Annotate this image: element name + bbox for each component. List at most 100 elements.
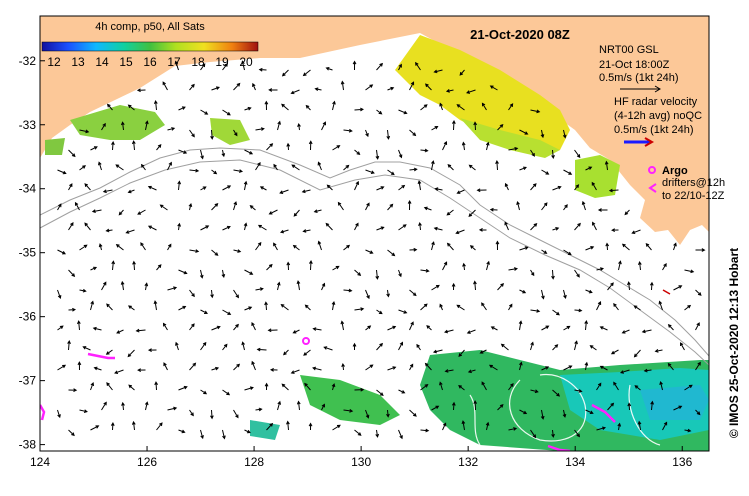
current-arrow [200, 149, 204, 160]
current-arrow [340, 320, 345, 331]
current-arrow [135, 328, 146, 333]
current-arrow [645, 243, 652, 251]
current-arrow [458, 349, 465, 357]
radar-scale: 0.5m/s (1kt 24h) [614, 124, 693, 136]
current-arrow [581, 200, 586, 211]
current-arrow [500, 343, 509, 351]
current-arrow [343, 164, 350, 171]
current-arrow [398, 389, 406, 394]
colorbar-tick-label: 12 [47, 55, 61, 69]
current-arrow [332, 424, 341, 431]
colorbar-tick-label: 16 [143, 55, 157, 69]
current-arrow [418, 221, 422, 231]
current-arrow [273, 242, 278, 251]
current-arrow [167, 127, 176, 131]
current-arrow [508, 303, 513, 311]
australia-land [40, 16, 709, 245]
current-arrow [659, 380, 663, 391]
current-arrow [90, 382, 95, 391]
current-arrow [445, 89, 454, 93]
current-arrow [540, 409, 545, 420]
current-arrow [398, 224, 407, 231]
x-tick-label: 128 [244, 455, 264, 469]
current-arrow [420, 428, 430, 433]
current-arrow [409, 409, 417, 417]
current-arrow [584, 320, 589, 331]
current-arrow [211, 202, 219, 211]
current-arrow [489, 207, 498, 212]
current-arrow [286, 142, 291, 151]
current-arrow [296, 400, 301, 411]
current-arrow [444, 329, 454, 334]
current-arrow [167, 406, 178, 411]
current-arrow [354, 107, 364, 112]
current-arrow [256, 347, 267, 352]
current-arrow [354, 307, 365, 311]
current-arrow [439, 381, 443, 391]
current-arrow [354, 149, 361, 156]
current-arrow [376, 342, 383, 351]
current-arrow [292, 244, 300, 251]
current-arrow [365, 364, 374, 371]
current-arrow [376, 109, 383, 115]
current-arrow [77, 320, 81, 331]
current-arrow [309, 259, 313, 271]
current-arrow [552, 389, 561, 397]
current-arrow [617, 422, 622, 431]
hf-radar-arrow [662, 289, 671, 295]
current-arrow [114, 369, 124, 375]
current-arrow [563, 365, 573, 371]
current-arrow [398, 184, 406, 191]
current-arrow [365, 325, 372, 331]
current-arrow [365, 84, 374, 91]
current-arrow [244, 149, 254, 155]
current-arrow [211, 325, 221, 331]
plot-frame [39, 15, 710, 452]
current-arrow [302, 69, 311, 77]
current-arrow [332, 100, 336, 111]
current-arrow [286, 420, 290, 431]
current-arrow [57, 169, 67, 175]
current-arrow [420, 104, 428, 111]
current-arrow [479, 349, 487, 354]
current-arrow [57, 325, 64, 331]
current-arrow [222, 309, 232, 315]
current-arrow [68, 307, 77, 312]
current-arrow [540, 129, 545, 139]
current-arrow [343, 288, 353, 293]
current-arrow [592, 221, 597, 231]
current-arrow [365, 129, 369, 138]
current-arrow [162, 322, 168, 331]
current-arrow [376, 62, 383, 71]
current-arrow [596, 382, 602, 391]
current-arrow [264, 301, 268, 311]
current-arrow [79, 165, 86, 171]
current-arrow [222, 429, 226, 440]
current-arrow [387, 86, 395, 91]
current-arrow [249, 205, 256, 211]
current-arrow [605, 242, 610, 251]
current-arrow [417, 180, 422, 191]
current-arrow [92, 326, 102, 331]
current-arrow [79, 244, 88, 251]
current-arrow [695, 248, 706, 252]
current-arrow [434, 187, 443, 191]
current-arrow [613, 381, 619, 391]
current-arrow [137, 209, 146, 215]
current-arrow [156, 264, 162, 271]
current-arrow [574, 222, 581, 231]
current-arrow [386, 409, 390, 418]
current-arrow [57, 289, 62, 299]
current-arrow [424, 83, 432, 91]
current-arrow [177, 222, 181, 231]
current-arrow [541, 249, 548, 254]
current-arrow [79, 409, 88, 413]
current-arrow [633, 305, 641, 311]
current-arrow [178, 149, 188, 154]
current-arrow [409, 363, 414, 371]
current-arrow [631, 229, 641, 235]
current-arrow [365, 409, 370, 419]
current-arrow [508, 383, 514, 391]
current-arrow [106, 382, 113, 391]
current-arrow [431, 284, 440, 291]
